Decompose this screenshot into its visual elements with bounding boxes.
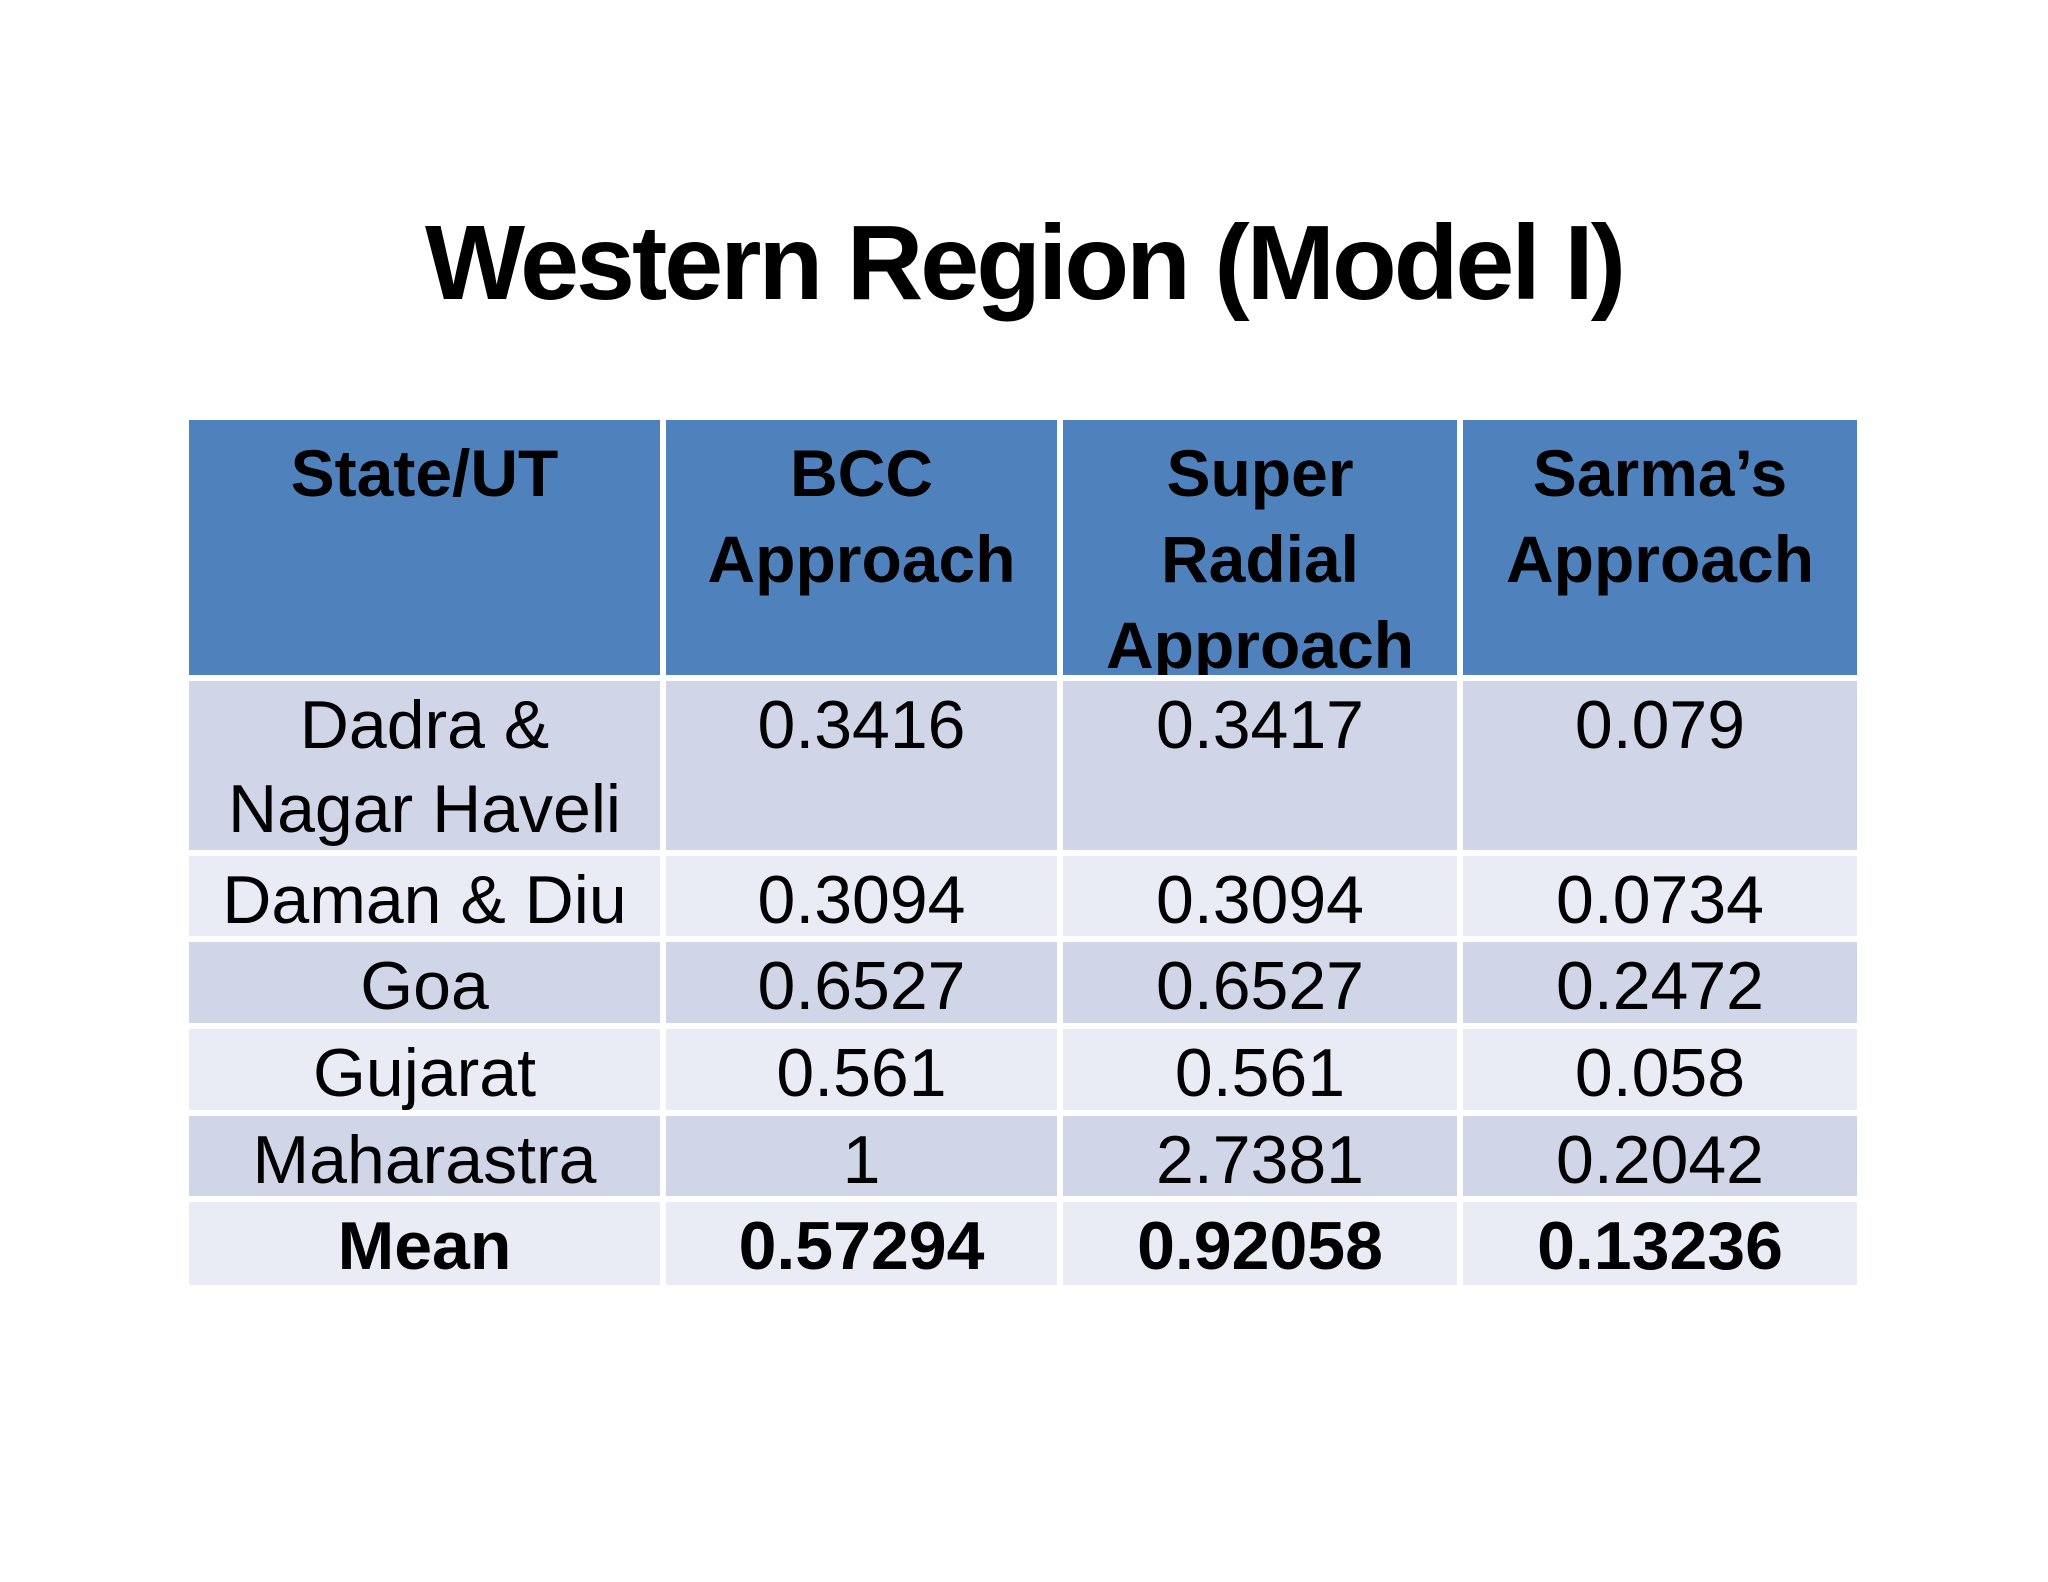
row-label-daman-diu: Daman & Diu	[189, 856, 660, 936]
cell-mean-bcc: 0.57294	[666, 1202, 1057, 1285]
cell-mean-super-radial: 0.92058	[1063, 1202, 1457, 1285]
cell-maharastra-bcc: 1	[666, 1116, 1057, 1196]
cell-daman-super-radial: 0.3094	[1063, 856, 1457, 936]
cell-goa-sarma: 0.2472	[1463, 942, 1857, 1023]
row-label-goa: Goa	[189, 942, 660, 1023]
slide-title: Western Region (Model I)	[424, 204, 1626, 322]
col-header-state-ut: State/UT	[189, 420, 660, 675]
row-label-mean: Mean	[189, 1202, 660, 1285]
col-header-super-radial: Super Radial Approach	[1063, 420, 1457, 675]
cell-dadra-super-radial: 0.3417	[1063, 681, 1457, 850]
cell-daman-bcc: 0.3094	[666, 856, 1057, 936]
cell-daman-sarma: 0.0734	[1463, 856, 1857, 936]
cell-maharastra-sarma: 0.2042	[1463, 1116, 1857, 1196]
row-label-dadra-nagar-haveli: Dadra & Nagar Haveli	[189, 681, 660, 850]
cell-dadra-sarma: 0.079	[1463, 681, 1857, 850]
cell-gujarat-sarma: 0.058	[1463, 1029, 1857, 1110]
row-label-maharastra: Maharastra	[189, 1116, 660, 1196]
cell-goa-bcc: 0.6527	[666, 942, 1057, 1023]
results-table: State/UT BCC Approach Super Radial Appro…	[189, 420, 1857, 1285]
col-header-sarma: Sarma’s Approach	[1463, 420, 1857, 675]
cell-dadra-bcc: 0.3416	[666, 681, 1057, 850]
cell-goa-super-radial: 0.6527	[1063, 942, 1457, 1023]
cell-maharastra-super-radial: 2.7381	[1063, 1116, 1457, 1196]
cell-gujarat-super-radial: 0.561	[1063, 1029, 1457, 1110]
cell-gujarat-bcc: 0.561	[666, 1029, 1057, 1110]
row-label-gujarat: Gujarat	[189, 1029, 660, 1110]
col-header-bcc: BCC Approach	[666, 420, 1057, 675]
cell-mean-sarma: 0.13236	[1463, 1202, 1857, 1285]
